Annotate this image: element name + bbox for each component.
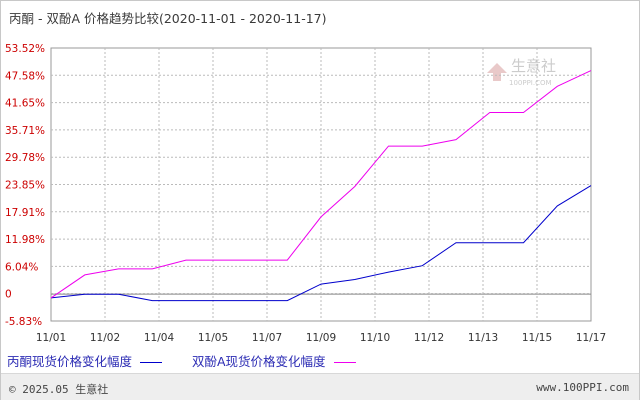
x-tick-label: 11/04 xyxy=(144,332,175,344)
y-tick-label: 17.91% xyxy=(5,207,45,219)
x-tick-label: 11/17 xyxy=(576,332,606,344)
y-tick-label: 0 xyxy=(5,289,12,301)
series-line-2 xyxy=(50,70,592,299)
y-tick-label: -5.83% xyxy=(5,316,42,328)
y-tick-label: 29.78% xyxy=(5,152,45,164)
y-tick-label: 47.58% xyxy=(5,70,45,82)
legend-item-series2: 双酚A现货价格变化幅度 xyxy=(192,351,356,370)
legend-swatch-series2 xyxy=(333,362,356,363)
x-tick-label: 11/01 xyxy=(36,332,66,344)
footer: © 2025.05 生意社 www.100PPI.com xyxy=(1,373,639,400)
legend-swatch-series1 xyxy=(140,362,163,363)
y-tick-label: 35.71% xyxy=(5,125,45,137)
x-tick-label: 11/12 xyxy=(414,332,444,344)
x-tick-label: 11/02 xyxy=(90,332,120,344)
x-tick-label: 11/10 xyxy=(360,332,390,344)
site-link[interactable]: www.100PPI.com xyxy=(536,381,629,394)
x-tick-label: 11/15 xyxy=(522,332,552,344)
watermark-url: 100PPI.COM xyxy=(509,79,552,87)
y-tick-label: 53.52% xyxy=(5,43,45,55)
watermark-logo-icon xyxy=(487,63,507,81)
x-tick-label: 11/05 xyxy=(198,332,228,344)
y-tick-label: 41.65% xyxy=(5,98,45,110)
series-line-1 xyxy=(50,185,592,302)
chart-svg: 生意社 100PPI.COM 53.52% 47.58% 41.65% 35.71% 29.… xyxy=(5,43,606,344)
legend-item-series1: 丙酮现货价格变化幅度 xyxy=(7,351,163,370)
watermark-name: 生意社 xyxy=(511,57,556,75)
y-tick-label: 11.98% xyxy=(5,234,45,246)
legend-label-series2: 双酚A现货价格变化幅度 xyxy=(192,354,326,369)
legend-label-series1: 丙酮现货价格变化幅度 xyxy=(7,354,133,369)
y-tick-label: 23.85% xyxy=(5,180,45,192)
x-tick-label: 11/09 xyxy=(306,332,336,344)
legend: 丙酮现货价格变化幅度 双酚A现货价格变化幅度 xyxy=(7,351,382,370)
y-tick-label: 6.04% xyxy=(5,261,38,273)
x-tick-label: 11/07 xyxy=(252,332,282,344)
copyright-text: © 2025.05 生意社 xyxy=(9,383,109,396)
x-tick-label: 11/13 xyxy=(468,332,498,344)
chart-title: 丙酮 - 双酚A 价格趋势比较(2020-11-01 - 2020-11-17) xyxy=(9,11,327,26)
